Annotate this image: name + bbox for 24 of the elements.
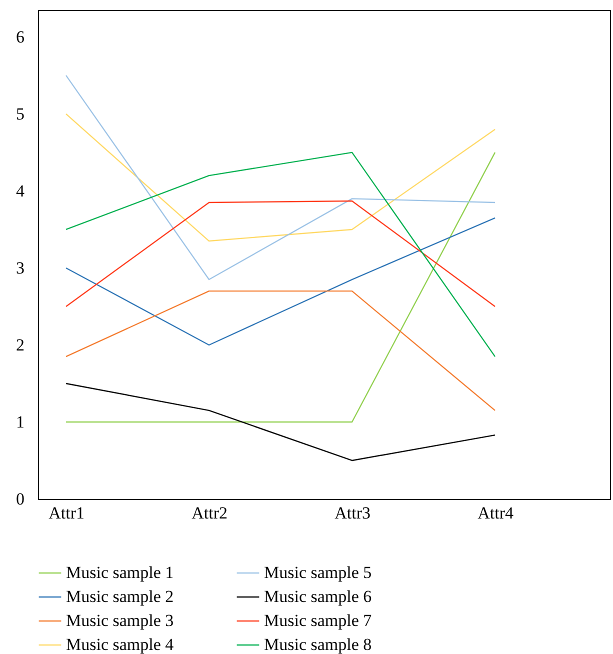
legend-label: Music sample 6: [264, 587, 372, 606]
x-tick-label: Attr1: [48, 504, 84, 522]
y-tick-label: 5: [16, 104, 24, 124]
y-tick-label: 0: [16, 490, 24, 508]
line-series: [65, 113, 496, 242]
legend-label: Music sample 4: [66, 635, 174, 654]
legend-label: Music sample 2: [66, 587, 174, 606]
y-tick-label: 1: [16, 412, 24, 432]
y-tick-label: 4: [16, 181, 25, 200]
y-tick-label: 6: [16, 27, 24, 46]
line-series: [65, 74, 496, 280]
legend-label: Music sample 8: [264, 635, 372, 654]
legend-label: Music sample 3: [66, 611, 174, 630]
line-series: [65, 152, 496, 358]
line-series: [65, 382, 496, 462]
legend-label: Music sample 5: [264, 563, 372, 582]
y-tick-label: 3: [16, 258, 24, 278]
y-tick-label: 2: [16, 335, 24, 354]
x-tick-label: Attr2: [192, 504, 228, 522]
legend-label: Music sample 1: [66, 563, 174, 582]
x-tick-label: Attr4: [478, 504, 514, 522]
legend-label: Music sample 7: [264, 611, 372, 630]
line-series: [65, 217, 496, 346]
x-tick-label: Attr3: [334, 504, 370, 522]
